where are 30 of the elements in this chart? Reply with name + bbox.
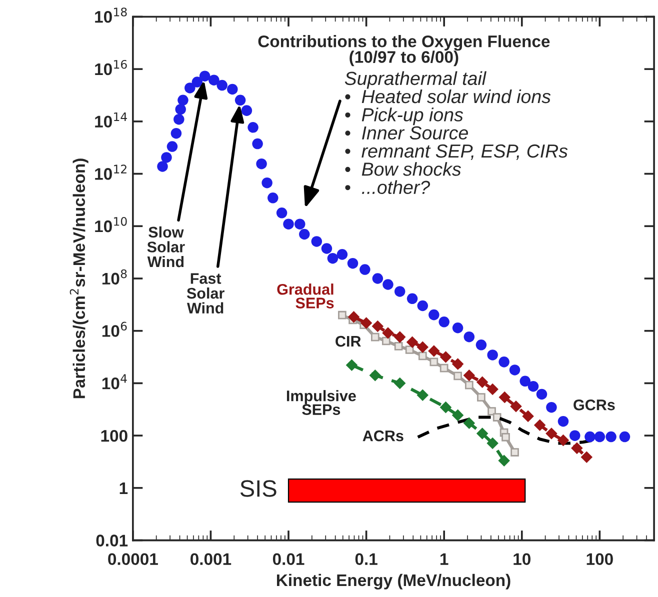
series-label: Gradual SEPs [277, 284, 334, 308]
y-tick-label: 1 [120, 482, 128, 494]
x-tick-label: 0.1 [355, 553, 378, 566]
y-tick-label: 10$^{14}$ [95, 112, 127, 128]
series-label: ACRs [362, 430, 404, 442]
y-tick-label: 10$^{10}$ [95, 217, 127, 232]
annotation: Suprathermal tail • Heated solar wind ions • Pick-up ions • Inner Source • remnant SEP, ESP, CIRs • Bow shocks • ...other? [344, 71, 568, 194]
x-tick-label: 0.0001 [108, 553, 158, 566]
x-tick-label: 10 [514, 553, 530, 566]
y-tick-label: 0.01 [96, 534, 128, 546]
x-tick-label: 0.001 [190, 553, 232, 566]
x-tick-label: 100 [586, 553, 613, 566]
y-tick-label: 10$^{4}$ [102, 374, 127, 390]
y-tick-label: 10$^{18}$ [95, 8, 127, 23]
annotation: GCRs [574, 399, 615, 410]
series-label: Impulsive SEPs [286, 390, 356, 415]
y-tick-label: 10$^{6}$ [102, 322, 127, 337]
x-tick-label: 0.01 [272, 553, 304, 566]
y-tick-label: 100 [101, 430, 128, 442]
annotation: Slow Solar Wind [147, 226, 185, 268]
series-label: CIR [336, 336, 361, 347]
x-axis-title: Kinetic Energy (MeV/nucleon) [276, 574, 510, 590]
band-label: SIS [240, 480, 276, 497]
y-axis-title: Particles/(cm$^{2}$sr-MeV/nucleon) [70, 158, 88, 398]
x-tick-label: 1 [440, 553, 448, 565]
y-tick-label: 10$^{8}$ [102, 269, 127, 285]
annotation: Fast Solar Wind [186, 273, 224, 314]
y-tick-label: 10$^{12}$ [95, 164, 126, 180]
text: Contributions to the Oxygen Fluence (10/97 to 6/00) [258, 35, 550, 66]
y-tick-label: 10$^{16}$ [95, 60, 127, 76]
